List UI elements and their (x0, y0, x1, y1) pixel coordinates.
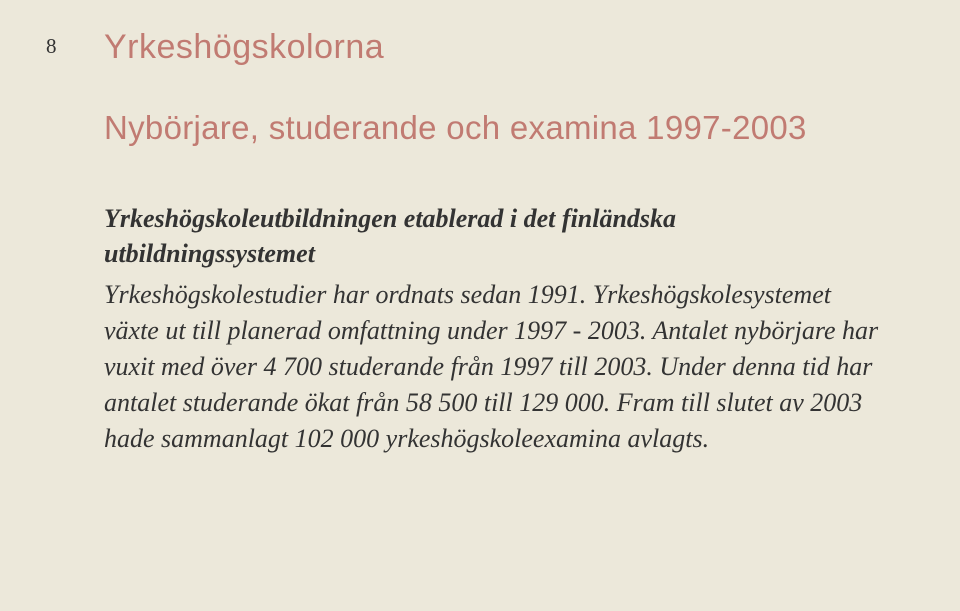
section-title: Yrkeshögskolorna (104, 28, 884, 67)
subtitle: Nybörjare, studerande och examina 1997-2… (104, 109, 884, 147)
body-text: Yrkeshögskolestudier har ordnats sedan 1… (104, 277, 884, 456)
heading: Yrkeshögskoleutbildningen etablerad i de… (104, 201, 884, 271)
page-number: 8 (46, 34, 57, 59)
page-content: Yrkeshögskolorna Nybörjare, studerande o… (104, 28, 884, 457)
